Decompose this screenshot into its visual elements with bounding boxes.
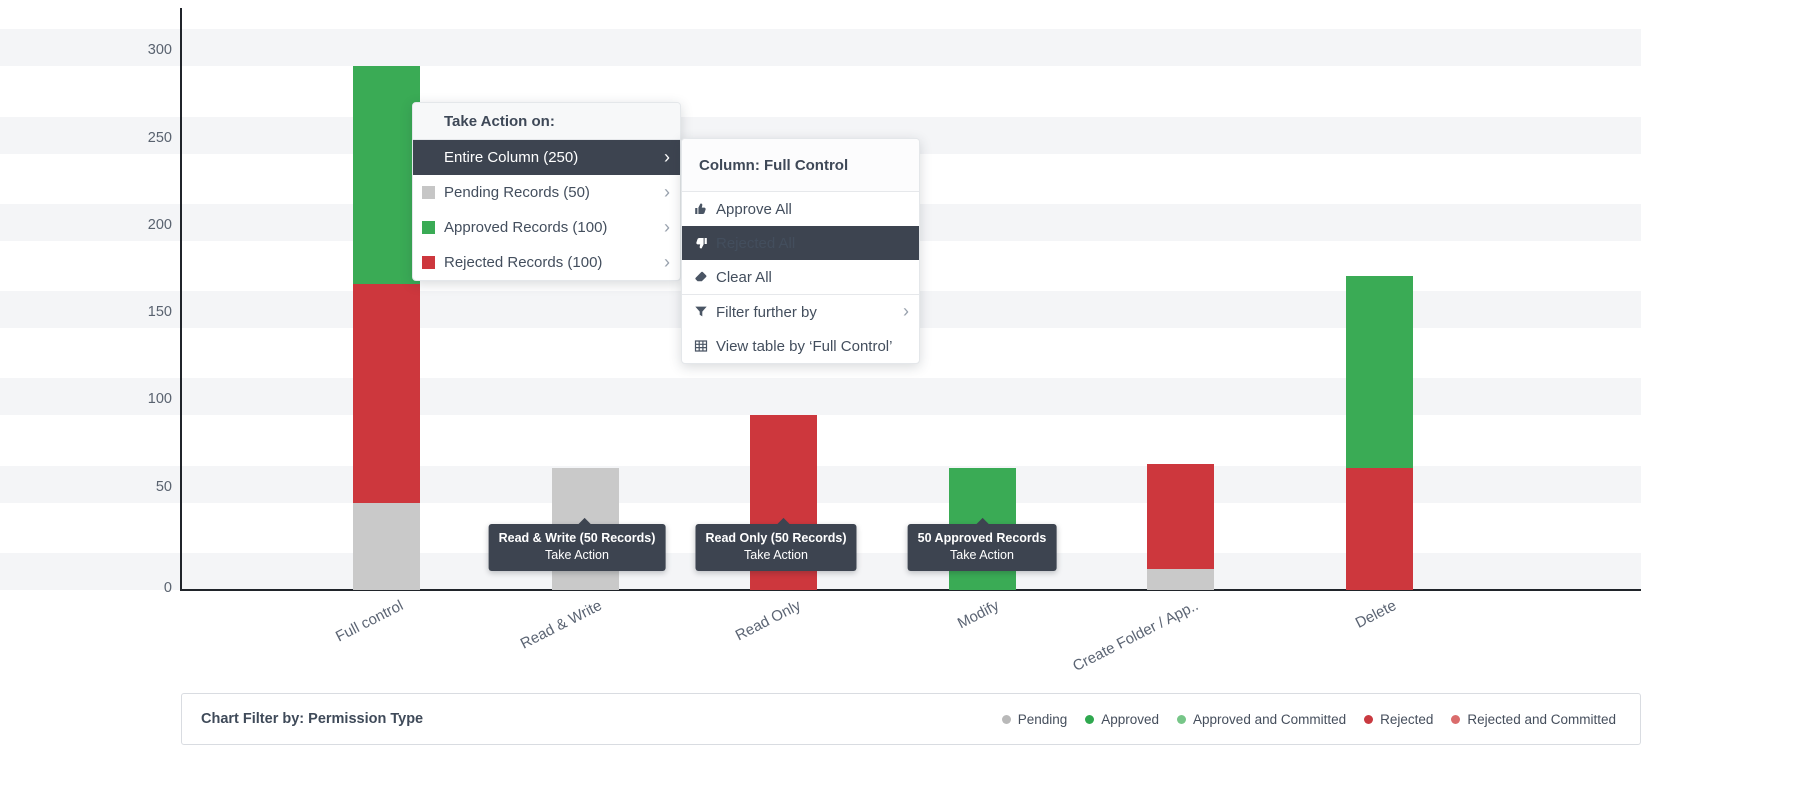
submenu-item-label: Approve All	[716, 200, 792, 218]
y-axis-label: 50	[155, 478, 172, 495]
bar-full-control-rejected[interactable]	[353, 284, 420, 503]
eraser-icon	[694, 270, 708, 284]
chevron-right-icon: ›	[664, 181, 670, 202]
menu-item-pending-records-50[interactable]: Pending Records (50) ›	[413, 175, 680, 210]
tooltip-title: Read Only (50 Records)	[705, 531, 847, 545]
submenu-item-label: Clear All	[716, 268, 772, 286]
legend-dot-icon	[1177, 714, 1187, 724]
bar-create-folder-app-pending[interactable]	[1147, 569, 1215, 590]
menu-item-label: Approved Records (100)	[444, 219, 608, 236]
legend-dot-icon	[1451, 714, 1461, 724]
x-axis-label-delete: Delete	[1352, 597, 1400, 632]
submenu-header: Column: Full Control	[682, 139, 919, 192]
submenu-title: Column: Full Control	[699, 156, 849, 174]
menu-item-rejected-records-100[interactable]: Rejected Records (100) ›	[413, 245, 680, 280]
submenu-item-view-table-by-full-control[interactable]: View table by ‘Full Control’	[682, 329, 919, 363]
bar-tooltip-50-approved-records[interactable]: 50 Approved Records Take Action	[907, 517, 1057, 571]
submenu-item-rejected-all[interactable]: Rejected All	[682, 226, 919, 260]
chevron-right-icon: ›	[664, 146, 670, 167]
y-axis-line	[180, 8, 182, 591]
tooltip-action[interactable]: Take Action	[950, 548, 1014, 562]
tooltip-action[interactable]: Take Action	[744, 548, 808, 562]
legend-item-approved-and-committed[interactable]: Approved and Committed	[1177, 712, 1346, 727]
x-axis-label-read-only: Read Only	[732, 597, 804, 645]
context-menu-header: Take Action on:	[413, 103, 680, 140]
y-axis-label: 200	[147, 216, 172, 233]
column-submenu: Column: Full Control Approve All Rejected…	[681, 138, 920, 364]
thumbs-down-icon	[694, 236, 708, 250]
legend-dot-icon	[1085, 714, 1095, 724]
bar-create-folder-app-rejected[interactable]	[1147, 464, 1215, 570]
x-axis-label-create-folder-app: Create Folder / App..	[1069, 597, 1201, 675]
tooltip-title: Read & Write (50 Records)	[498, 531, 656, 545]
tooltip-action[interactable]: Take Action	[545, 548, 609, 562]
legend-label: Pending	[1017, 711, 1068, 727]
bar-full-control-pending[interactable]	[353, 502, 420, 590]
menu-item-entire-column-250[interactable]: Entire Column (250) ›	[413, 140, 680, 175]
menu-item-label: Rejected Records (100)	[444, 254, 603, 271]
pending-swatch-icon	[422, 186, 435, 199]
grid-stripe	[0, 29, 1641, 67]
thumbs-up-icon	[694, 202, 708, 216]
chevron-right-icon: ›	[664, 216, 670, 237]
bar-full-control-approved[interactable]	[353, 66, 420, 285]
submenu-item-clear-all[interactable]: Clear All	[682, 260, 919, 294]
submenu-item-label: Filter further by	[716, 303, 817, 321]
filter-icon	[694, 305, 708, 319]
table-icon	[694, 339, 708, 353]
approved-swatch-icon	[422, 221, 435, 234]
legend-dot-icon	[1001, 714, 1011, 724]
y-axis-label: 250	[147, 129, 172, 146]
menu-item-approved-records-100[interactable]: Approved Records (100) ›	[413, 210, 680, 245]
legend-item-approved[interactable]: Approved	[1085, 712, 1159, 727]
y-axis-label: 150	[147, 304, 172, 321]
bar-tooltip-read-only-50-records[interactable]: Read Only (50 Records) Take Action	[695, 517, 857, 571]
y-axis-label: 300	[147, 42, 172, 59]
legend-item-rejected[interactable]: Rejected	[1364, 712, 1433, 727]
menu-item-label: Pending Records (50)	[444, 184, 590, 201]
context-menu-items: Entire Column (250) › Pending Records (50)…	[413, 140, 680, 280]
chevron-right-icon: ›	[664, 251, 670, 272]
submenu-item-approve-all[interactable]: Approve All	[682, 192, 919, 226]
tooltip-title: 50 Approved Records	[917, 531, 1047, 545]
rejected-swatch-icon	[422, 256, 435, 269]
legend-label: Approved and Committed	[1193, 711, 1347, 727]
y-axis-label: 100	[147, 391, 172, 408]
legend-item-pending[interactable]: Pending	[1001, 711, 1068, 727]
chart-filter-label: Chart Filter by: Permission Type	[201, 711, 424, 727]
submenu-item-label: View table by ‘Full Control’	[716, 337, 893, 355]
bar-delete-rejected[interactable]	[1346, 467, 1413, 590]
context-menu-title: Take Action on:	[444, 112, 555, 130]
x-axis-label-read-write: Read & Write	[517, 597, 605, 653]
legend: Pending Approved Approved and Committed Rej…	[1001, 711, 1616, 727]
legend-label: Rejected	[1380, 711, 1434, 727]
bar-delete-approved[interactable]	[1346, 275, 1413, 468]
legend-label: Approved	[1101, 711, 1160, 727]
legend-dot-icon	[1364, 714, 1374, 724]
x-axis-label-modify: Modify	[954, 597, 1003, 633]
bar-tooltip-read-write-50-records[interactable]: Read & Write (50 Records) Take Action	[488, 517, 666, 571]
legend-label: Rejected and Committed	[1467, 711, 1616, 727]
submenu-item-label: Rejected All	[716, 234, 796, 252]
legend-item-rejected-and-committed[interactable]: Rejected and Committed	[1451, 712, 1616, 727]
x-axis-label-full-control: Full control	[333, 597, 407, 646]
context-menu: Take Action on: Entire Column (250) › Pend…	[412, 102, 681, 281]
chevron-right-icon: ›	[903, 301, 909, 321]
chart-footer: Chart Filter by: Permission Type Pending…	[181, 693, 1641, 745]
x-axis-line	[180, 589, 1641, 591]
submenu-item-filter-further-by[interactable]: Filter further by ›	[682, 294, 919, 329]
y-axis-label: 0	[163, 580, 172, 596]
menu-item-label: Entire Column (250)	[444, 149, 579, 166]
submenu-items: Approve All Rejected All Clear All Filter f…	[682, 192, 919, 363]
